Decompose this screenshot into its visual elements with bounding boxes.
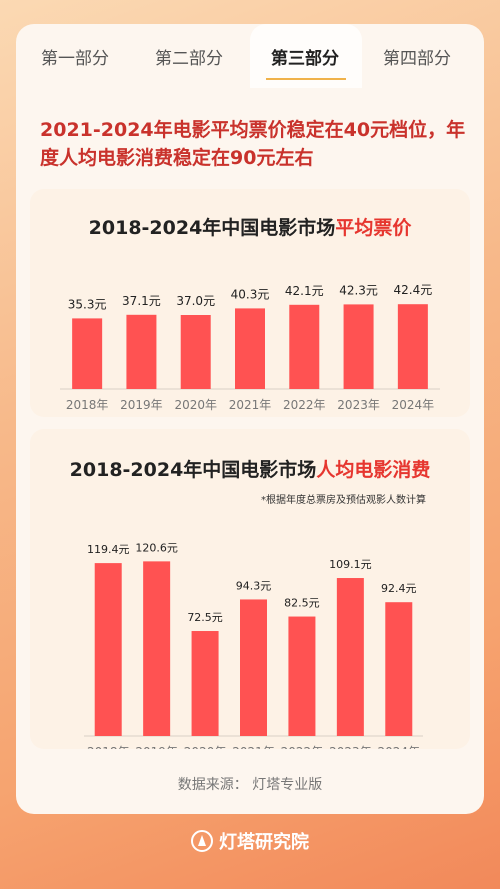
- spend-tick-label: 2019年: [135, 745, 178, 749]
- spend-tick-label: 2024年: [378, 745, 421, 749]
- price-tick-label: 2018年: [66, 398, 109, 412]
- tab-part-3[interactable]: 第三部分: [271, 49, 339, 69]
- spend-bar: [336, 578, 364, 736]
- spend-tick-label: 2021年: [232, 745, 275, 749]
- active-tab-underline: [266, 78, 346, 80]
- spend-value-label: 119.4元: [87, 543, 130, 556]
- price-tick-label: 2024年: [392, 398, 435, 412]
- tab-part-1[interactable]: 第一部分: [41, 49, 109, 69]
- spend-value-label: 82.5元: [284, 597, 320, 610]
- chart2-title-highlight: 人均电影消费: [316, 459, 431, 481]
- price-bar: [72, 318, 103, 389]
- tab-part-2[interactable]: 第二部分: [155, 49, 223, 69]
- brand-name: 灯塔研究院: [219, 832, 309, 853]
- spend-tick-label: 2023年: [329, 745, 372, 749]
- price-bar: [126, 314, 157, 389]
- per-capita-spend-chart: 119.4元 2018年 120.6元 2019年 72.5元 2020年 94.3元 202…: [84, 541, 423, 749]
- chart1-title-highlight: 平均票价: [335, 217, 412, 239]
- brand-footer: 灯塔研究院: [0, 828, 500, 857]
- price-bar: [235, 308, 265, 389]
- per-capita-spend-card: 2018-2024年中国电影市场人均电影消费 *根据年度总票房及预估观影人数计算…: [30, 429, 470, 749]
- price-value-label: 35.3元: [68, 297, 107, 311]
- price-bar: [397, 304, 428, 389]
- price-tick-label: 2023年: [337, 398, 380, 412]
- spend-value-label: 109.1元: [329, 558, 372, 571]
- spend-value-label: 94.3元: [236, 579, 272, 592]
- price-value-label: 42.4元: [393, 283, 432, 297]
- spend-bar: [385, 602, 413, 736]
- price-value-label: 37.1元: [122, 294, 161, 308]
- ticket-price-card: 2018-2024年中国电影市场平均票价 35.3元 2018年 37.1元 2019…: [30, 189, 470, 417]
- price-tick-label: 2021年: [229, 398, 272, 412]
- chart2-title-prefix: 2018-2024年中国电影市场: [69, 459, 317, 481]
- price-value-label: 42.3元: [339, 283, 378, 297]
- spend-tick-label: 2020年: [184, 745, 227, 749]
- spend-bar: [240, 599, 267, 736]
- content-panel: 第一部分 第二部分 第三部分 第四部分 2021-2024年电影平均票价稳定在4…: [16, 24, 484, 814]
- price-tick-label: 2022年: [283, 398, 326, 412]
- price-tick-label: 2020年: [174, 398, 217, 412]
- chart1-title-prefix: 2018-2024年中国电影市场: [88, 217, 336, 239]
- data-source: 数据来源： 灯塔专业版: [177, 777, 323, 793]
- spend-bar: [288, 616, 316, 736]
- price-bar: [343, 304, 374, 389]
- price-bar: [289, 304, 320, 389]
- ticket-price-chart: 35.3元 2018年 37.1元 2019年 37.0元 2020年 40.3元 2021年…: [60, 283, 440, 412]
- section-tabs: 第一部分 第二部分 第三部分 第四部分: [16, 24, 484, 88]
- headline: 2021-2024年电影平均票价稳定在40元档位，年度人均电影消费稳定在90元左…: [40, 119, 466, 169]
- price-value-label: 42.1元: [285, 284, 324, 298]
- spend-tick-label: 2022年: [281, 745, 324, 749]
- spend-value-label: 72.5元: [187, 611, 223, 624]
- chart1-title: 2018-2024年中国电影市场平均票价: [30, 213, 470, 240]
- tab-part-4[interactable]: 第四部分: [383, 49, 451, 69]
- spend-bar: [143, 561, 171, 736]
- lighthouse-logo-icon: [191, 829, 213, 857]
- spend-value-label: 92.4元: [381, 582, 417, 595]
- price-value-label: 40.3元: [231, 287, 270, 301]
- spend-tick-label: 2018年: [87, 745, 130, 749]
- price-tick-label: 2019年: [120, 398, 163, 412]
- chart2-note: *根据年度总票房及预估观影人数计算: [261, 495, 426, 506]
- chart2-title: 2018-2024年中国电影市场人均电影消费: [30, 455, 470, 482]
- spend-bar: [191, 631, 219, 736]
- spend-value-label: 120.6元: [135, 541, 178, 554]
- active-tab-background: [250, 24, 362, 88]
- price-bar: [180, 315, 211, 389]
- spend-bar: [94, 563, 122, 736]
- price-value-label: 37.0元: [176, 294, 215, 308]
